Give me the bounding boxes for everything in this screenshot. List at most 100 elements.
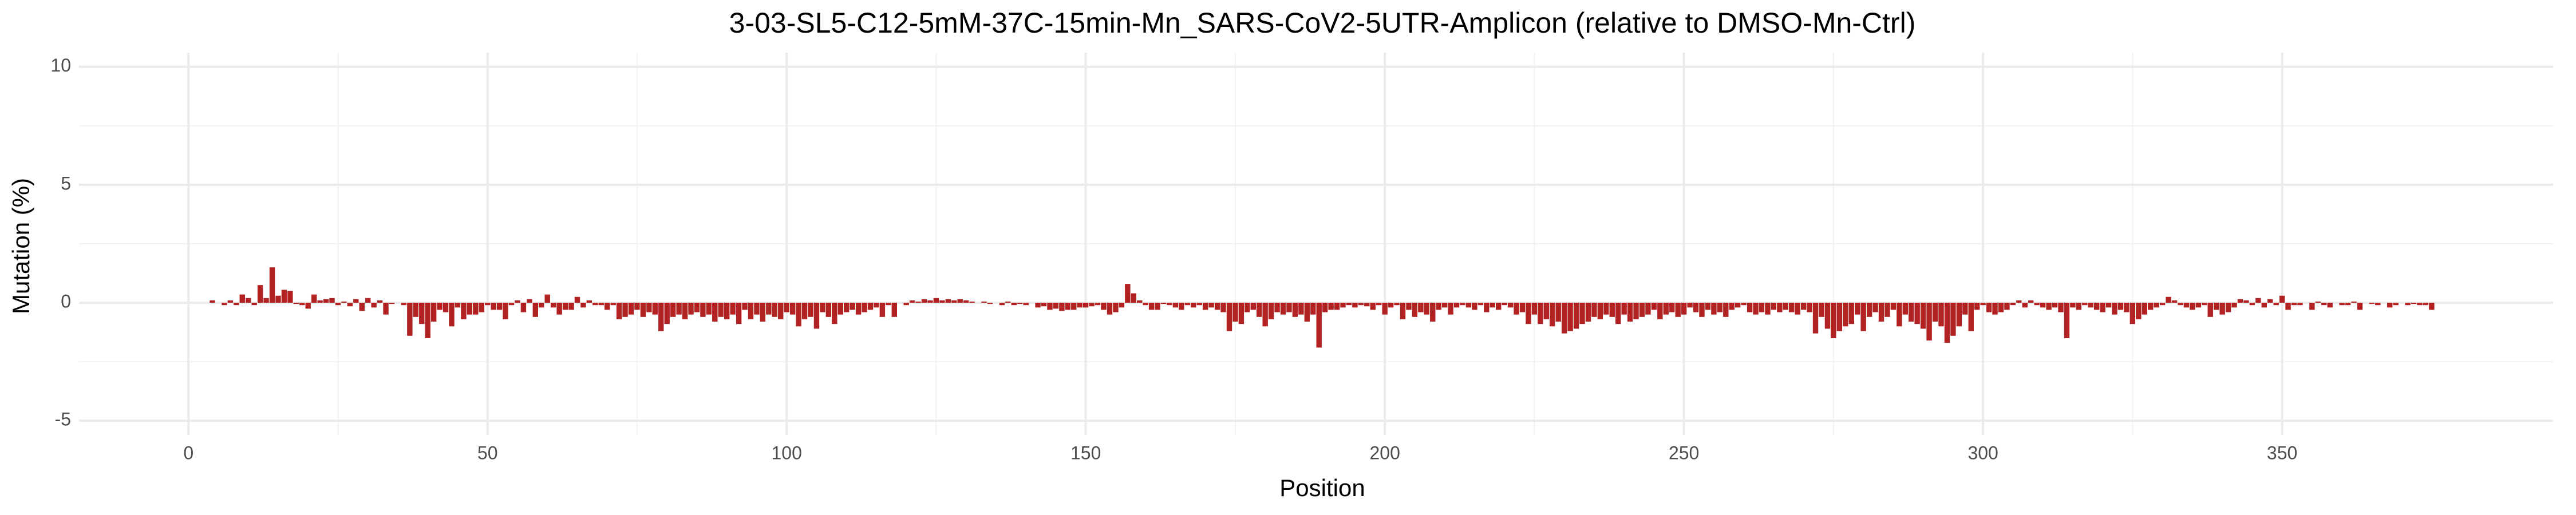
bar [1561, 303, 1567, 334]
x-tick-label: 250 [1669, 442, 1699, 463]
bar [401, 303, 407, 306]
bar [1968, 303, 1974, 331]
bar [1848, 303, 1854, 324]
bar [843, 303, 850, 312]
bar [532, 303, 539, 317]
bar [2405, 303, 2411, 306]
bar [2124, 303, 2129, 312]
bar [2369, 303, 2375, 304]
bar [491, 303, 496, 310]
bar [1836, 303, 1843, 331]
bar [933, 298, 939, 303]
bar [1412, 303, 1418, 317]
bar [371, 303, 377, 308]
bar [915, 302, 921, 303]
bar [419, 303, 425, 324]
bar [820, 303, 825, 312]
bar [837, 303, 843, 315]
bar [1878, 303, 1884, 322]
x-tick-label: 100 [772, 442, 802, 463]
bar [544, 294, 550, 303]
bar [1717, 303, 1723, 312]
bar [1597, 303, 1603, 319]
bar [1998, 303, 2004, 312]
bar [2285, 303, 2291, 310]
bar [1011, 303, 1017, 306]
bar [449, 303, 455, 327]
bar [1047, 303, 1053, 310]
bar [766, 303, 772, 315]
bar [550, 303, 556, 308]
bar [2357, 303, 2363, 310]
bar [1041, 303, 1047, 307]
bar [383, 303, 389, 315]
bar [1938, 303, 1944, 327]
bar [515, 300, 520, 303]
bar [1914, 303, 1920, 324]
bar [1448, 303, 1453, 315]
bar [1651, 303, 1657, 310]
bar [1089, 303, 1095, 307]
bar [1555, 303, 1561, 322]
bar [2213, 303, 2219, 310]
bar [1585, 303, 1591, 322]
bar [1232, 303, 1238, 322]
bar [1005, 302, 1011, 303]
bar [616, 303, 622, 319]
bar [586, 300, 592, 303]
bar [867, 303, 874, 310]
bar [1681, 303, 1687, 315]
bar [1244, 303, 1250, 312]
bar [2016, 300, 2022, 303]
bar [2183, 303, 2190, 308]
bar [1573, 303, 1579, 329]
bar [1352, 303, 1358, 308]
bar [1465, 303, 1472, 308]
bar [1872, 303, 1878, 312]
bar [1621, 303, 1627, 315]
bar [1795, 303, 1800, 315]
bar [1436, 303, 1441, 310]
bar [778, 303, 784, 319]
bar [1137, 300, 1143, 303]
bar [1735, 303, 1741, 308]
bar [2190, 303, 2195, 310]
bar [1962, 303, 1968, 315]
bar [1866, 303, 1872, 317]
bar [808, 303, 813, 317]
bar [1723, 303, 1729, 317]
bar [269, 267, 275, 303]
bar [1298, 303, 1304, 315]
bar [832, 303, 837, 324]
bar [658, 303, 664, 331]
bar [1382, 303, 1388, 315]
bar [634, 303, 640, 310]
bar [2387, 303, 2393, 308]
bar [1502, 303, 1507, 306]
x-tick-label: 0 [183, 442, 193, 463]
bar [246, 298, 251, 303]
bar [1591, 303, 1597, 317]
bar [1789, 303, 1795, 312]
bar [287, 291, 293, 303]
bar [347, 303, 353, 307]
bar [909, 300, 915, 303]
bar [2171, 300, 2178, 303]
bar [2279, 295, 2285, 303]
bar [479, 303, 484, 312]
bar [1890, 303, 1897, 310]
bar [299, 303, 305, 306]
bar [2429, 303, 2435, 310]
bar [2136, 303, 2142, 319]
bar [1364, 303, 1370, 307]
bar [1095, 303, 1101, 306]
bar [1125, 284, 1131, 303]
bar [1777, 303, 1783, 312]
bar [622, 303, 628, 317]
bar [2082, 303, 2088, 306]
bar [1179, 303, 1184, 310]
bar [281, 290, 287, 303]
bar [2022, 303, 2028, 308]
y-tick-label: -5 [55, 409, 71, 430]
bar [874, 303, 879, 308]
